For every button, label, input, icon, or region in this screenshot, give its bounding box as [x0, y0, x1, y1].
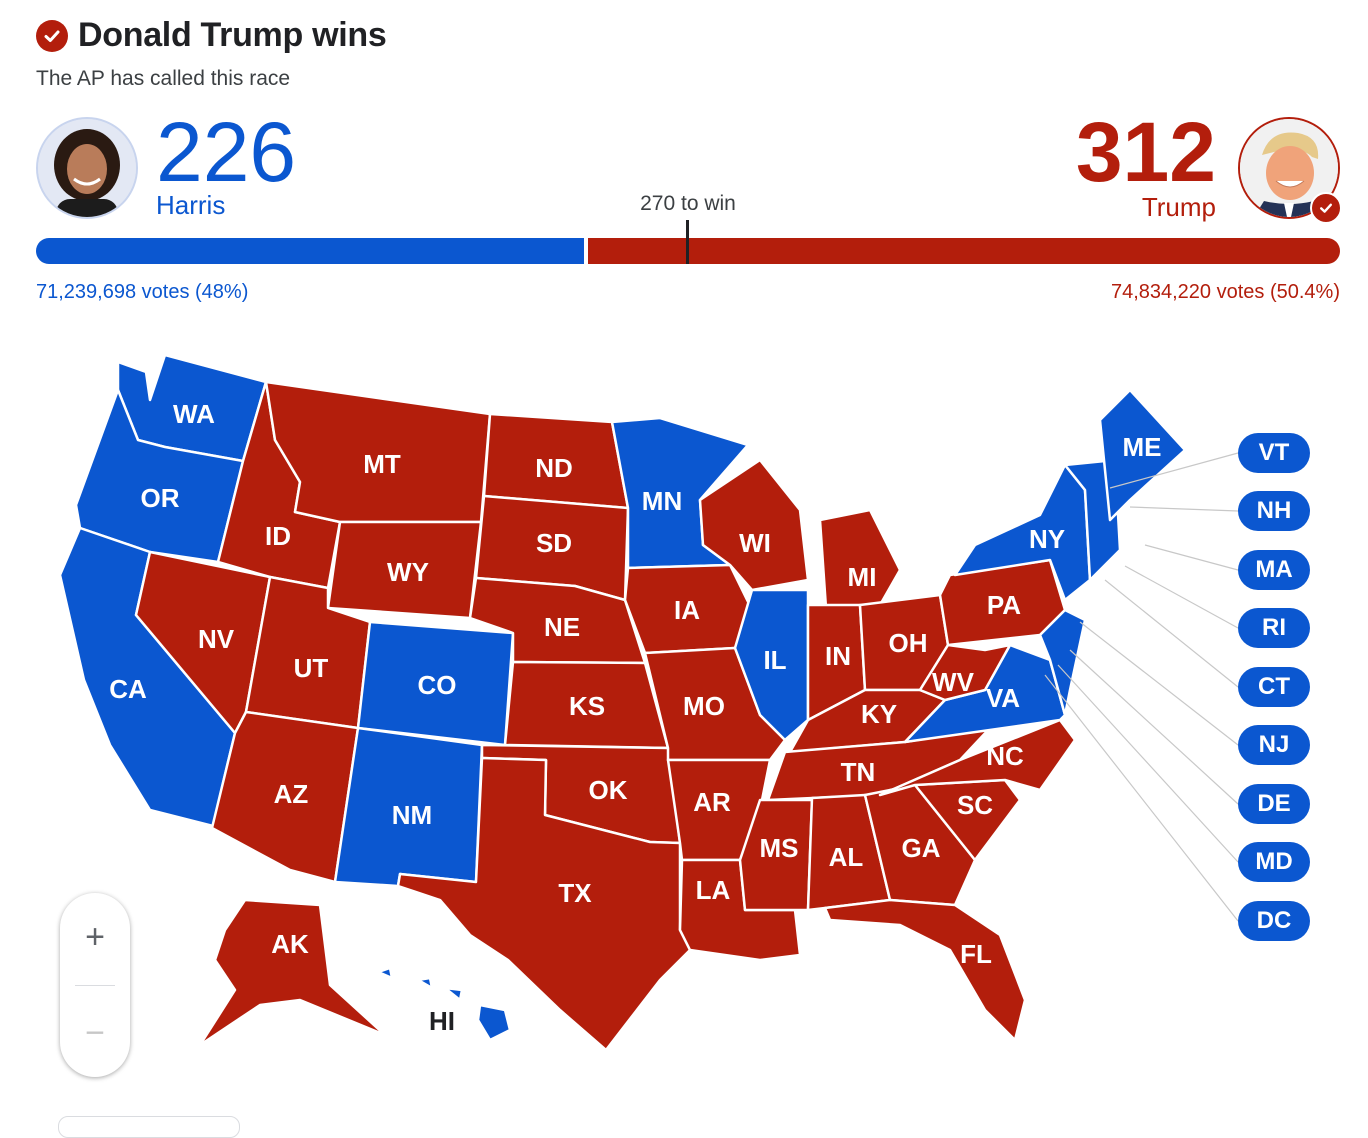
badge-ma[interactable]: MA — [1238, 550, 1310, 590]
badge-de[interactable]: DE — [1238, 784, 1310, 824]
label-sd: SD — [536, 528, 572, 558]
label-ky: KY — [861, 699, 897, 729]
label-wy: WY — [387, 557, 429, 587]
label-ms: MS — [760, 833, 799, 863]
title-row: Donald Trump wins — [36, 16, 387, 55]
harris-popular-votes: 71,239,698 votes (48%) — [36, 281, 249, 303]
label-ne: NE — [544, 612, 580, 642]
label-ca: CA — [109, 674, 147, 704]
badge-md[interactable]: MD — [1238, 842, 1310, 882]
label-pa: PA — [987, 590, 1021, 620]
label-tn: TN — [841, 757, 876, 787]
callout-lines — [1044, 452, 1239, 922]
threshold-marker — [686, 220, 689, 264]
label-ok: OK — [589, 775, 628, 805]
label-ga: GA — [902, 833, 941, 863]
label-mi: MI — [848, 562, 877, 592]
zoom-control: + − — [60, 893, 130, 1077]
map-footer-control[interactable] — [58, 1116, 240, 1138]
zoom-in-button[interactable]: + — [60, 893, 130, 981]
badge-ct[interactable]: CT — [1238, 667, 1310, 707]
electoral-vote-bar — [36, 238, 1340, 264]
winner-check-icon — [1310, 192, 1342, 224]
zoom-out-button[interactable]: − — [60, 989, 130, 1077]
plus-icon: + — [85, 917, 105, 956]
state-il[interactable] — [733, 588, 810, 742]
harris-avatar — [36, 117, 138, 219]
zoom-divider — [75, 985, 115, 986]
trump-electoral-votes: 312 — [1075, 105, 1216, 199]
label-id: ID — [265, 521, 291, 551]
state-wi[interactable] — [698, 458, 810, 592]
page-title: Donald Trump wins — [78, 16, 387, 54]
label-mn: MN — [642, 486, 682, 516]
label-nc: NC — [986, 741, 1024, 771]
label-or: OR — [141, 483, 180, 513]
state-tx[interactable] — [396, 756, 692, 1052]
trump-avatar — [1238, 117, 1340, 219]
state-fl[interactable] — [823, 898, 1027, 1042]
label-co: CO — [418, 670, 457, 700]
label-in: IN — [825, 641, 851, 671]
label-fl: FL — [960, 939, 992, 969]
label-hi: HI — [429, 1006, 455, 1036]
label-mt: MT — [363, 449, 401, 479]
minus-icon: − — [85, 1013, 105, 1052]
label-va: VA — [986, 683, 1020, 713]
race-call-status: The AP has called this race — [36, 67, 291, 90]
label-ks: KS — [569, 691, 605, 721]
badge-nh[interactable]: NH — [1238, 491, 1310, 531]
label-ar: AR — [693, 787, 731, 817]
state-ms[interactable] — [738, 798, 814, 912]
state-nc[interactable] — [878, 718, 1077, 797]
label-wa: WA — [173, 399, 215, 429]
state-mi[interactable] — [818, 508, 902, 610]
harris-bar-segment — [36, 238, 584, 264]
label-ak: AK — [271, 929, 309, 959]
label-wv: WV — [932, 667, 975, 697]
us-electoral-map: WA OR CA NV ID MT WY UT AZ CO NM ND SD N… — [58, 353, 1239, 1052]
badge-nj[interactable]: NJ — [1238, 725, 1310, 765]
trump-popular-votes: 74,834,220 votes (50.4%) — [1110, 281, 1340, 303]
trump-bar-segment — [587, 238, 1340, 264]
label-nd: ND — [535, 453, 573, 483]
harris-electoral-votes: 226 — [156, 105, 297, 199]
label-tx: TX — [558, 878, 592, 908]
check-circle-icon — [36, 19, 68, 52]
badge-ri[interactable]: RI — [1238, 608, 1310, 648]
mid-atlantic-region[interactable] — [1038, 608, 1087, 717]
trump-name: Trump — [1141, 192, 1216, 222]
label-az: AZ — [274, 779, 309, 809]
badge-dc[interactable]: DC — [1238, 901, 1310, 941]
label-ny: NY — [1029, 524, 1065, 554]
badge-vt[interactable]: VT — [1238, 433, 1310, 473]
threshold-label: 270 to win — [640, 192, 736, 215]
label-la: LA — [696, 875, 731, 905]
bar-divider — [583, 238, 588, 264]
label-ut: UT — [294, 653, 329, 683]
label-mo: MO — [683, 691, 725, 721]
label-ia: IA — [674, 595, 700, 625]
label-nv: NV — [198, 624, 235, 654]
result-header: Donald Trump wins The AP has called this… — [36, 16, 387, 91]
label-me: ME — [1123, 432, 1162, 462]
label-il: IL — [763, 645, 786, 675]
label-al: AL — [829, 842, 864, 872]
label-sc: SC — [957, 790, 993, 820]
harris-name: Harris — [156, 190, 226, 220]
label-nm: NM — [392, 800, 432, 830]
state-hi[interactable] — [376, 966, 512, 1042]
label-wi: WI — [739, 528, 771, 558]
state-ak[interactable] — [198, 898, 387, 1047]
label-oh: OH — [889, 628, 928, 658]
